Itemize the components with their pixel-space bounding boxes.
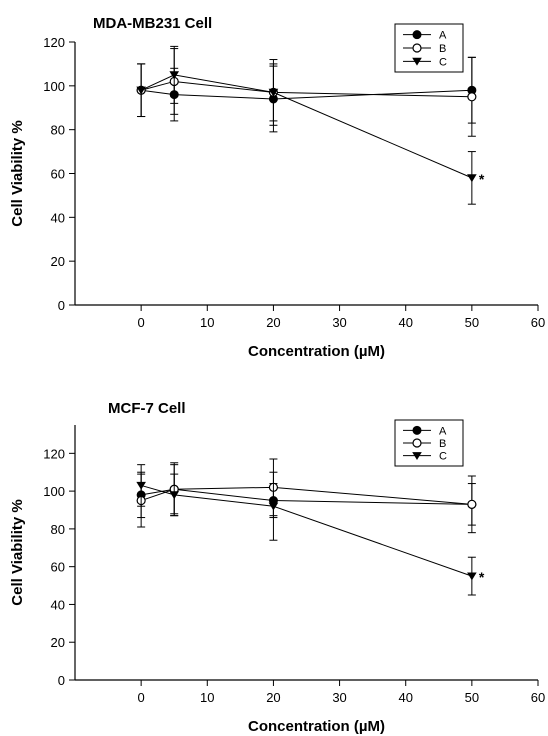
chart-1-x-tick-label: 40 [398, 315, 412, 330]
chart-1-series-C-point [268, 88, 279, 97]
chart-2-legend-label-A: A [439, 425, 447, 437]
chart-1-x-tick-label: 60 [531, 315, 545, 330]
chart-1-x-tick-label: 0 [138, 315, 145, 330]
chart-1-series-C-point [136, 86, 146, 95]
chart-2-y-tick-label: 20 [51, 635, 65, 650]
chart-2-significance-star: * [479, 569, 485, 585]
chart-1-y-tick-label: 60 [51, 167, 65, 182]
chart-1-series-B-line [141, 80, 472, 98]
chart-1-title: MDA-MB231 Cell [93, 15, 212, 32]
chart-1-series-C-line [140, 74, 473, 179]
chart-1-series-C-point [169, 71, 180, 80]
chart-1-x-tick-label: 30 [332, 315, 346, 330]
chart-2-legend-label-C: C [439, 451, 447, 463]
chart-2-y-tick-label: 120 [43, 446, 65, 461]
chart-1-y-label: Cell Viability % [9, 120, 26, 226]
chart-2-series-C-point [268, 502, 279, 511]
chart-2-series-C-point [136, 481, 146, 490]
chart-1-x-tick-label: 10 [200, 315, 214, 330]
chart-1-x-tick-label: 20 [266, 315, 280, 330]
chart-2-legend-marker-A [412, 425, 422, 435]
chart-1: MDA-MB231 Cell 0 20 40 60 80 100 120 0 10 20 30 40 50… [9, 15, 545, 360]
chart-1-y-tick-label: 20 [51, 254, 65, 269]
chart-2-x-tick-label: 30 [332, 690, 346, 705]
chart-1-legend-label-A: A [439, 30, 447, 42]
chart-1-legend-marker-B [412, 43, 422, 53]
chart-2-x-label: Concentration (µM) [248, 718, 385, 735]
chart-1-y-tick-label: 80 [51, 123, 65, 138]
chart-1-legend-marker-A [412, 30, 422, 40]
chart-2-y-tick-label: 40 [51, 597, 65, 612]
chart-1-x-label: Concentration (µM) [248, 343, 385, 360]
chart-2-y-tick-label: 60 [51, 560, 65, 575]
chart-2-y-tick-label: 0 [58, 673, 65, 688]
chart-1-legend-label-B: B [439, 43, 446, 55]
chart-2: MCF-7 Cell 0 20 40 60 80 100 120 0 10 20 30 40 50 60 Co… [9, 400, 545, 735]
chart-1-legend-label-C: C [439, 56, 447, 68]
chart-1-y-tick-label: 100 [43, 79, 65, 94]
chart-2-x-tick-label: 40 [398, 690, 412, 705]
chart-1-series-C [136, 45, 477, 205]
chart-2-series-C-point [467, 572, 477, 581]
chart-2-series-C-point [169, 491, 180, 500]
chart-2-legend-marker-C [412, 452, 422, 460]
chart-2-legend-marker-B [412, 438, 422, 448]
chart-2-series-A [136, 464, 477, 526]
chart-2-title: MCF-7 Cell [108, 400, 186, 417]
chart-1-y-tick-label: 120 [43, 35, 65, 50]
chart-2-y-tick-label: 80 [51, 522, 65, 537]
chart-2-series-B-line [140, 486, 472, 505]
chart-2-x-tick-label: 0 [138, 690, 145, 705]
chart-2-series-C-line [141, 484, 473, 577]
chart-2-x-tick-label: 50 [465, 690, 479, 705]
chart-2-x-tick-label: 20 [266, 690, 280, 705]
chart-2-series-B-point [467, 499, 477, 509]
chart-1-legend: ABC [394, 23, 464, 73]
chart-2-legend-label-B: B [439, 438, 446, 450]
chart-2-legend: ABC [394, 419, 464, 467]
chart-2-series-A-line [141, 488, 472, 505]
chart-2-series-B [136, 458, 477, 534]
chart-1-series-B-point [467, 92, 477, 102]
chart-1-series-C-point [467, 174, 477, 183]
chart-1-legend-marker-C [412, 57, 422, 66]
chart-1-y-tick-label: 40 [51, 210, 65, 225]
chart-1-x-tick-label: 50 [465, 315, 479, 330]
chart-1-y-tick-label: 0 [58, 298, 65, 313]
chart-2-y-tick-label: 100 [43, 484, 65, 499]
chart-2-x-tick-label: 60 [531, 690, 545, 705]
chart-2-series-C [136, 464, 477, 596]
chart-1-series-A-line [141, 89, 472, 100]
chart-2-x-tick-label: 10 [200, 690, 214, 705]
chart-2-y-label: Cell Viability % [9, 499, 26, 605]
chart-1-significance-star: * [479, 171, 485, 187]
